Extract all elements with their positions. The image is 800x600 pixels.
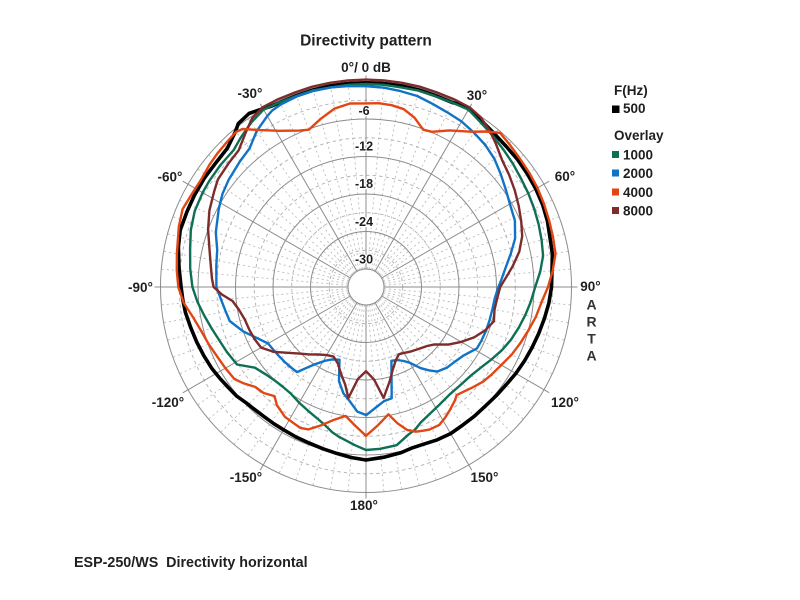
svg-text:Directivity pattern: Directivity pattern [300, 33, 432, 50]
svg-text:T: T [587, 331, 596, 347]
svg-text:-12: -12 [355, 140, 373, 154]
svg-text:-24: -24 [355, 215, 373, 229]
svg-text:A: A [586, 348, 596, 364]
svg-text:0°/ 0 dB: 0°/ 0 dB [341, 60, 391, 75]
svg-text:180°: 180° [350, 498, 378, 513]
svg-text:-90°: -90° [128, 280, 153, 295]
svg-text:60°: 60° [555, 169, 575, 184]
svg-text:1000: 1000 [623, 147, 653, 162]
svg-text:500: 500 [623, 101, 646, 116]
svg-text:Overlay: Overlay [614, 128, 664, 143]
svg-text:8000: 8000 [623, 203, 653, 218]
svg-text:-30°: -30° [238, 86, 263, 101]
svg-text:90°: 90° [580, 279, 600, 294]
svg-text:-6: -6 [358, 104, 369, 118]
svg-text:R: R [586, 314, 596, 330]
svg-text:-30: -30 [355, 253, 373, 267]
svg-text:-120°: -120° [152, 395, 184, 410]
svg-text:F(Hz): F(Hz) [614, 83, 648, 98]
svg-text:30°: 30° [467, 88, 487, 103]
svg-text:4000: 4000 [623, 185, 653, 200]
svg-text:A: A [586, 297, 596, 313]
svg-text:-18: -18 [355, 177, 373, 191]
svg-text:ESP-250/WS Directivity horizo: ESP-250/WS Directivity horizontal [74, 555, 308, 571]
svg-text:-150°: -150° [230, 470, 262, 485]
svg-text:120°: 120° [551, 395, 579, 410]
svg-text:-60°: -60° [158, 170, 183, 185]
svg-text:2000: 2000 [623, 166, 653, 181]
svg-text:150°: 150° [471, 470, 499, 485]
